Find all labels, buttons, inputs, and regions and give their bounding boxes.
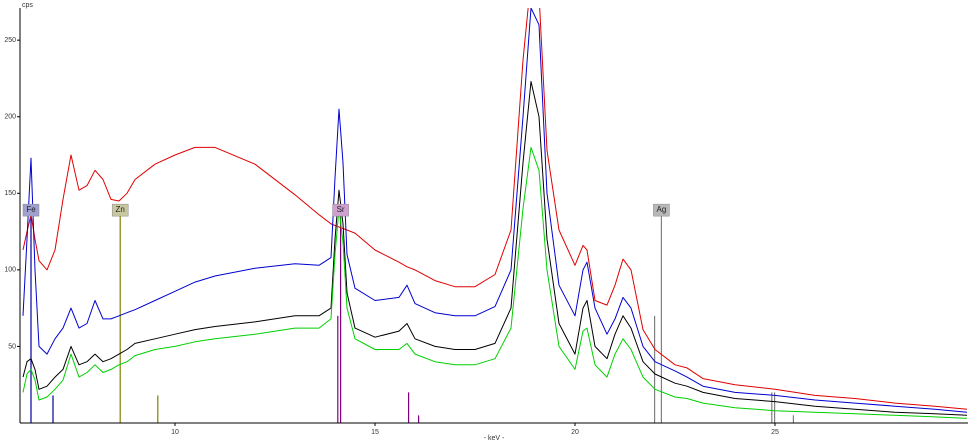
y-tick-label: 150 bbox=[4, 190, 16, 197]
y-axis-label: cps bbox=[22, 2, 33, 9]
y-tick-label: 100 bbox=[4, 267, 16, 274]
element-label-box bbox=[332, 203, 349, 217]
x-tick-label: 25 bbox=[771, 429, 779, 436]
element-label: Ag bbox=[657, 205, 667, 214]
spectrum-line bbox=[22, 8, 968, 413]
plot-area bbox=[22, 8, 968, 423]
spectrum-line bbox=[22, 81, 968, 416]
spectrum-line bbox=[22, 8, 968, 410]
y-tick-label: 250 bbox=[4, 37, 16, 44]
x-tick-label: 15 bbox=[371, 429, 379, 436]
element-label: Fe bbox=[26, 205, 36, 214]
x-axis-label: - keV - bbox=[484, 435, 505, 442]
element-label-box bbox=[22, 203, 40, 217]
element-label-box bbox=[111, 203, 129, 217]
y-tick-label: 50 bbox=[8, 343, 16, 350]
element-label-box bbox=[653, 203, 670, 217]
x-tick-label: 20 bbox=[571, 429, 579, 436]
element-label: Zn bbox=[116, 205, 125, 214]
y-tick-label: 200 bbox=[4, 114, 16, 121]
element-label: Sr bbox=[337, 205, 345, 214]
x-tick-label: 10 bbox=[171, 429, 179, 436]
spectrum-line bbox=[22, 146, 968, 419]
